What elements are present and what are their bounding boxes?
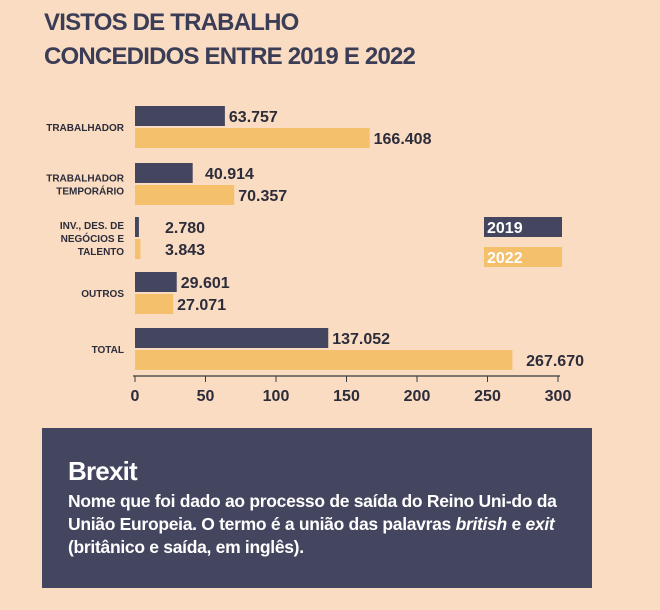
- category-label: OUTROS: [81, 289, 124, 300]
- x-tick-label: 150: [333, 388, 360, 405]
- note-text-2: e: [506, 514, 526, 534]
- category-label: TEMPORÁRIO: [56, 185, 124, 198]
- note-heading: Brexit: [68, 456, 138, 486]
- note-body: Nome que foi dado ao processo de saída d…: [68, 490, 578, 559]
- data-label: 27.071: [177, 297, 226, 314]
- category-label: TRABALHADOR: [46, 123, 125, 134]
- x-tick-label: 250: [474, 388, 501, 405]
- chart-title-line-2: CONCEDIDOS ENTRE 2019 E 2022: [44, 43, 416, 70]
- note-text-3: (britânico e saída, em inglês).: [68, 537, 304, 557]
- note-word-exit: exit: [525, 514, 555, 534]
- bar-2022: [135, 294, 174, 314]
- bar-chart: 0 50 100 150 200 250 300 63.757 166.408 TRABALHAD…: [46, 106, 584, 405]
- bar-2019: [135, 217, 139, 237]
- x-tick-label: 0: [131, 388, 140, 405]
- bar-2019: [135, 328, 329, 348]
- bar-2022: [135, 185, 235, 205]
- x-tick-label: 200: [404, 388, 431, 405]
- legend-label-2022: 2022: [487, 250, 523, 267]
- category-label: INV., DES. DE: [60, 221, 124, 232]
- data-label: 3.843: [165, 242, 205, 259]
- brexit-note: Brexit Nome que foi dado ao processo de …: [42, 428, 592, 588]
- bar-2022: [135, 239, 141, 259]
- data-label: 267.670: [526, 353, 584, 370]
- legend-swatch-2019: [484, 217, 562, 237]
- legend-swatch-2022: [484, 247, 562, 267]
- data-label: 70.357: [238, 188, 287, 205]
- data-label: 63.757: [229, 109, 278, 126]
- x-tick-label: 100: [263, 388, 290, 405]
- chart-title: VISTOS DE TRABALHO CONCEDIDOS ENTRE 2019…: [44, 6, 416, 74]
- category-label: TALENTO: [78, 247, 125, 258]
- data-label: 29.601: [181, 275, 230, 292]
- x-tick-label: 50: [197, 388, 215, 405]
- bar-2019: [135, 272, 177, 292]
- data-label: 137.052: [332, 331, 390, 348]
- category-label: TOTAL: [92, 345, 124, 356]
- legend-label-2019: 2019: [487, 220, 523, 237]
- bar-2019: [135, 163, 193, 183]
- category-label: NEGÓCIOS E: [61, 232, 125, 245]
- bar-2022: [135, 350, 513, 370]
- bar-2022: [135, 128, 370, 148]
- note-text-1: Nome que foi dado ao processo de saída d…: [68, 491, 557, 534]
- bar-2019: [135, 106, 225, 126]
- data-label: 2.780: [165, 220, 205, 237]
- data-label: 166.408: [374, 131, 432, 148]
- data-label: 40.914: [205, 166, 254, 183]
- chart-title-line-1: VISTOS DE TRABALHO: [44, 9, 299, 36]
- category-label: TRABALHADOR: [46, 174, 125, 185]
- note-word-british: british: [455, 514, 508, 534]
- x-tick-label: 300: [545, 388, 572, 405]
